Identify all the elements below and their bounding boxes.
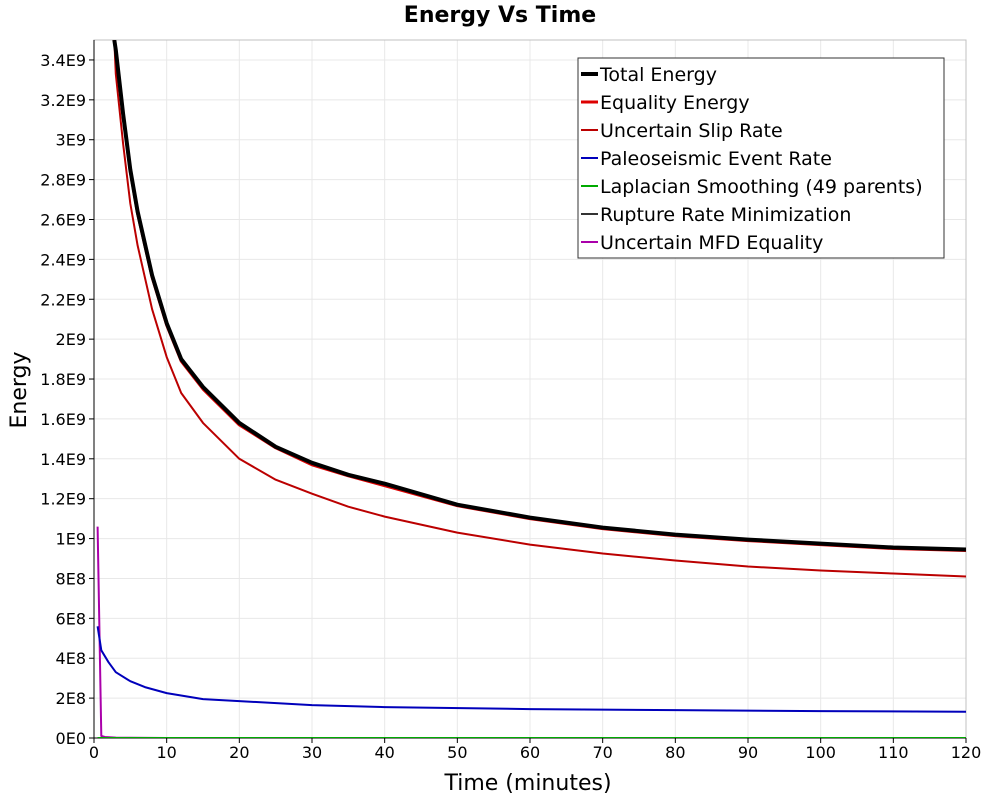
legend-entry-rupture-rate-minimization: Rupture Rate Minimization (600, 204, 851, 226)
legend-entry-total-energy: Total Energy (599, 64, 717, 86)
legend-entry-uncertain-mfd-equality: Uncertain MFD Equality (600, 232, 823, 254)
legend-entry-uncertain-slip-rate: Uncertain Slip Rate (600, 120, 783, 142)
chart-title: Energy Vs Time (404, 3, 596, 28)
x-tick-label: 100 (805, 743, 836, 762)
legend-entry-paleoseismic-event-rate: Paleoseismic Event Rate (600, 148, 832, 170)
y-tick-label: 6E8 (56, 609, 86, 628)
y-tick-label: 1.2E9 (40, 490, 86, 509)
x-tick-label: 60 (520, 743, 540, 762)
x-tick-label: 110 (878, 743, 909, 762)
y-tick-label: 3.2E9 (40, 91, 86, 110)
legend-box (577, 57, 945, 259)
y-tick-label: 3.4E9 (40, 51, 86, 70)
y-axis-label: Energy (7, 351, 32, 428)
y-tick-label: 2.4E9 (40, 250, 86, 269)
y-tick-label: 3E9 (56, 131, 86, 150)
x-tick-label: 90 (738, 743, 758, 762)
x-tick-label: 70 (592, 743, 612, 762)
y-tick-label: 2.2E9 (40, 290, 86, 309)
y-tick-label: 1.4E9 (40, 450, 86, 469)
y-tick-label: 1E9 (56, 530, 86, 549)
y-tick-label: 8E8 (56, 569, 86, 588)
series-lines (96, 40, 966, 738)
series-line-uncertain-mfd-equality (96, 526, 966, 738)
legend-entry-equality-energy: Equality Energy (600, 92, 750, 114)
x-tick-label: 20 (229, 743, 249, 762)
x-tick-label: 10 (156, 743, 176, 762)
x-axis-label: Time (minutes) (443, 771, 611, 796)
legend: Total Energy Equality Energy Uncertain Sli… (577, 57, 945, 259)
y-tick-label: 4E8 (56, 649, 86, 668)
x-tick-label: 30 (302, 743, 322, 762)
y-tick-label: 2E8 (56, 689, 86, 708)
y-tick-label: 2.8E9 (40, 171, 86, 190)
series-line-uncertain-slip-rate (113, 40, 966, 578)
x-tick-label: 120 (951, 743, 982, 762)
series-line-paleoseismic-event-rate (96, 626, 966, 713)
y-tick-label: 2.6E9 (40, 210, 86, 229)
x-tick-label: 80 (665, 743, 685, 762)
y-tick-label: 0E0 (56, 729, 86, 748)
legend-entry-laplacian-smoothing-49-parents: Laplacian Smoothing (49 parents) (600, 176, 923, 198)
y-tick-label: 1.6E9 (40, 410, 86, 429)
y-tick-label: 2E9 (56, 330, 86, 349)
y-tick-label: 1.8E9 (40, 370, 86, 389)
x-tick-label: 0 (89, 743, 99, 762)
axes: 0 10 20 30 40 50 60 70 80 90 100 110 120 0E0 2E8 4E8 6E8… (40, 39, 982, 762)
series-line-total-energy (112, 40, 966, 552)
x-tick-label: 40 (374, 743, 394, 762)
x-tick-label: 50 (447, 743, 467, 762)
